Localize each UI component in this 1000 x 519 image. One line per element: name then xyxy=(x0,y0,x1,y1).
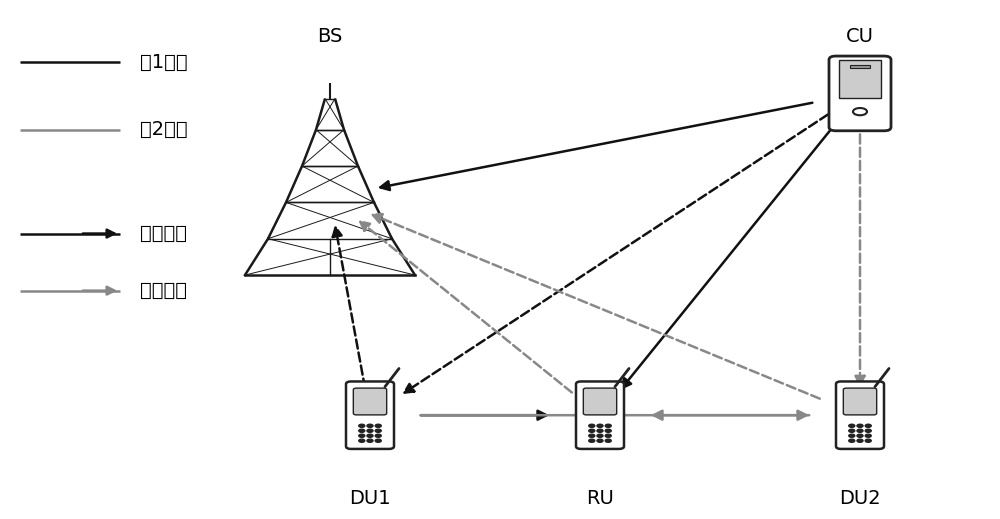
Text: BS: BS xyxy=(317,27,343,46)
Circle shape xyxy=(597,439,603,442)
Circle shape xyxy=(857,424,863,427)
FancyBboxPatch shape xyxy=(843,388,877,415)
Text: CU: CU xyxy=(846,27,874,46)
FancyBboxPatch shape xyxy=(583,388,617,415)
Circle shape xyxy=(865,434,871,438)
Text: DU2: DU2 xyxy=(839,489,881,508)
FancyBboxPatch shape xyxy=(346,381,394,449)
Bar xyxy=(850,65,870,67)
Circle shape xyxy=(375,439,381,442)
FancyBboxPatch shape xyxy=(839,60,881,99)
Circle shape xyxy=(865,424,871,427)
Circle shape xyxy=(375,424,381,427)
Circle shape xyxy=(589,439,595,442)
Circle shape xyxy=(853,108,867,115)
Circle shape xyxy=(605,439,611,442)
Circle shape xyxy=(605,434,611,438)
Circle shape xyxy=(359,439,365,442)
FancyBboxPatch shape xyxy=(576,381,624,449)
Circle shape xyxy=(857,434,863,438)
Text: 数据链路: 数据链路 xyxy=(140,224,187,243)
Circle shape xyxy=(367,429,373,432)
Circle shape xyxy=(849,434,855,438)
Circle shape xyxy=(865,439,871,442)
Circle shape xyxy=(367,439,373,442)
Circle shape xyxy=(367,434,373,438)
FancyBboxPatch shape xyxy=(829,56,891,131)
Text: 第1时隙: 第1时隙 xyxy=(140,53,188,72)
Text: DU1: DU1 xyxy=(349,489,391,508)
Circle shape xyxy=(597,424,603,427)
Circle shape xyxy=(857,429,863,432)
Circle shape xyxy=(359,434,365,438)
Circle shape xyxy=(589,434,595,438)
Circle shape xyxy=(865,429,871,432)
Circle shape xyxy=(375,429,381,432)
Circle shape xyxy=(359,429,365,432)
Circle shape xyxy=(849,429,855,432)
Circle shape xyxy=(589,424,595,427)
Circle shape xyxy=(375,434,381,438)
Circle shape xyxy=(605,424,611,427)
Text: 干扰链路: 干扰链路 xyxy=(140,281,187,300)
Circle shape xyxy=(359,424,365,427)
Circle shape xyxy=(849,424,855,427)
Circle shape xyxy=(597,434,603,438)
Text: 第2时隙: 第2时隙 xyxy=(140,120,188,139)
Circle shape xyxy=(367,424,373,427)
Text: RU: RU xyxy=(586,489,614,508)
Circle shape xyxy=(857,439,863,442)
Circle shape xyxy=(597,429,603,432)
FancyBboxPatch shape xyxy=(836,381,884,449)
FancyBboxPatch shape xyxy=(353,388,387,415)
Circle shape xyxy=(849,439,855,442)
Circle shape xyxy=(589,429,595,432)
Circle shape xyxy=(605,429,611,432)
